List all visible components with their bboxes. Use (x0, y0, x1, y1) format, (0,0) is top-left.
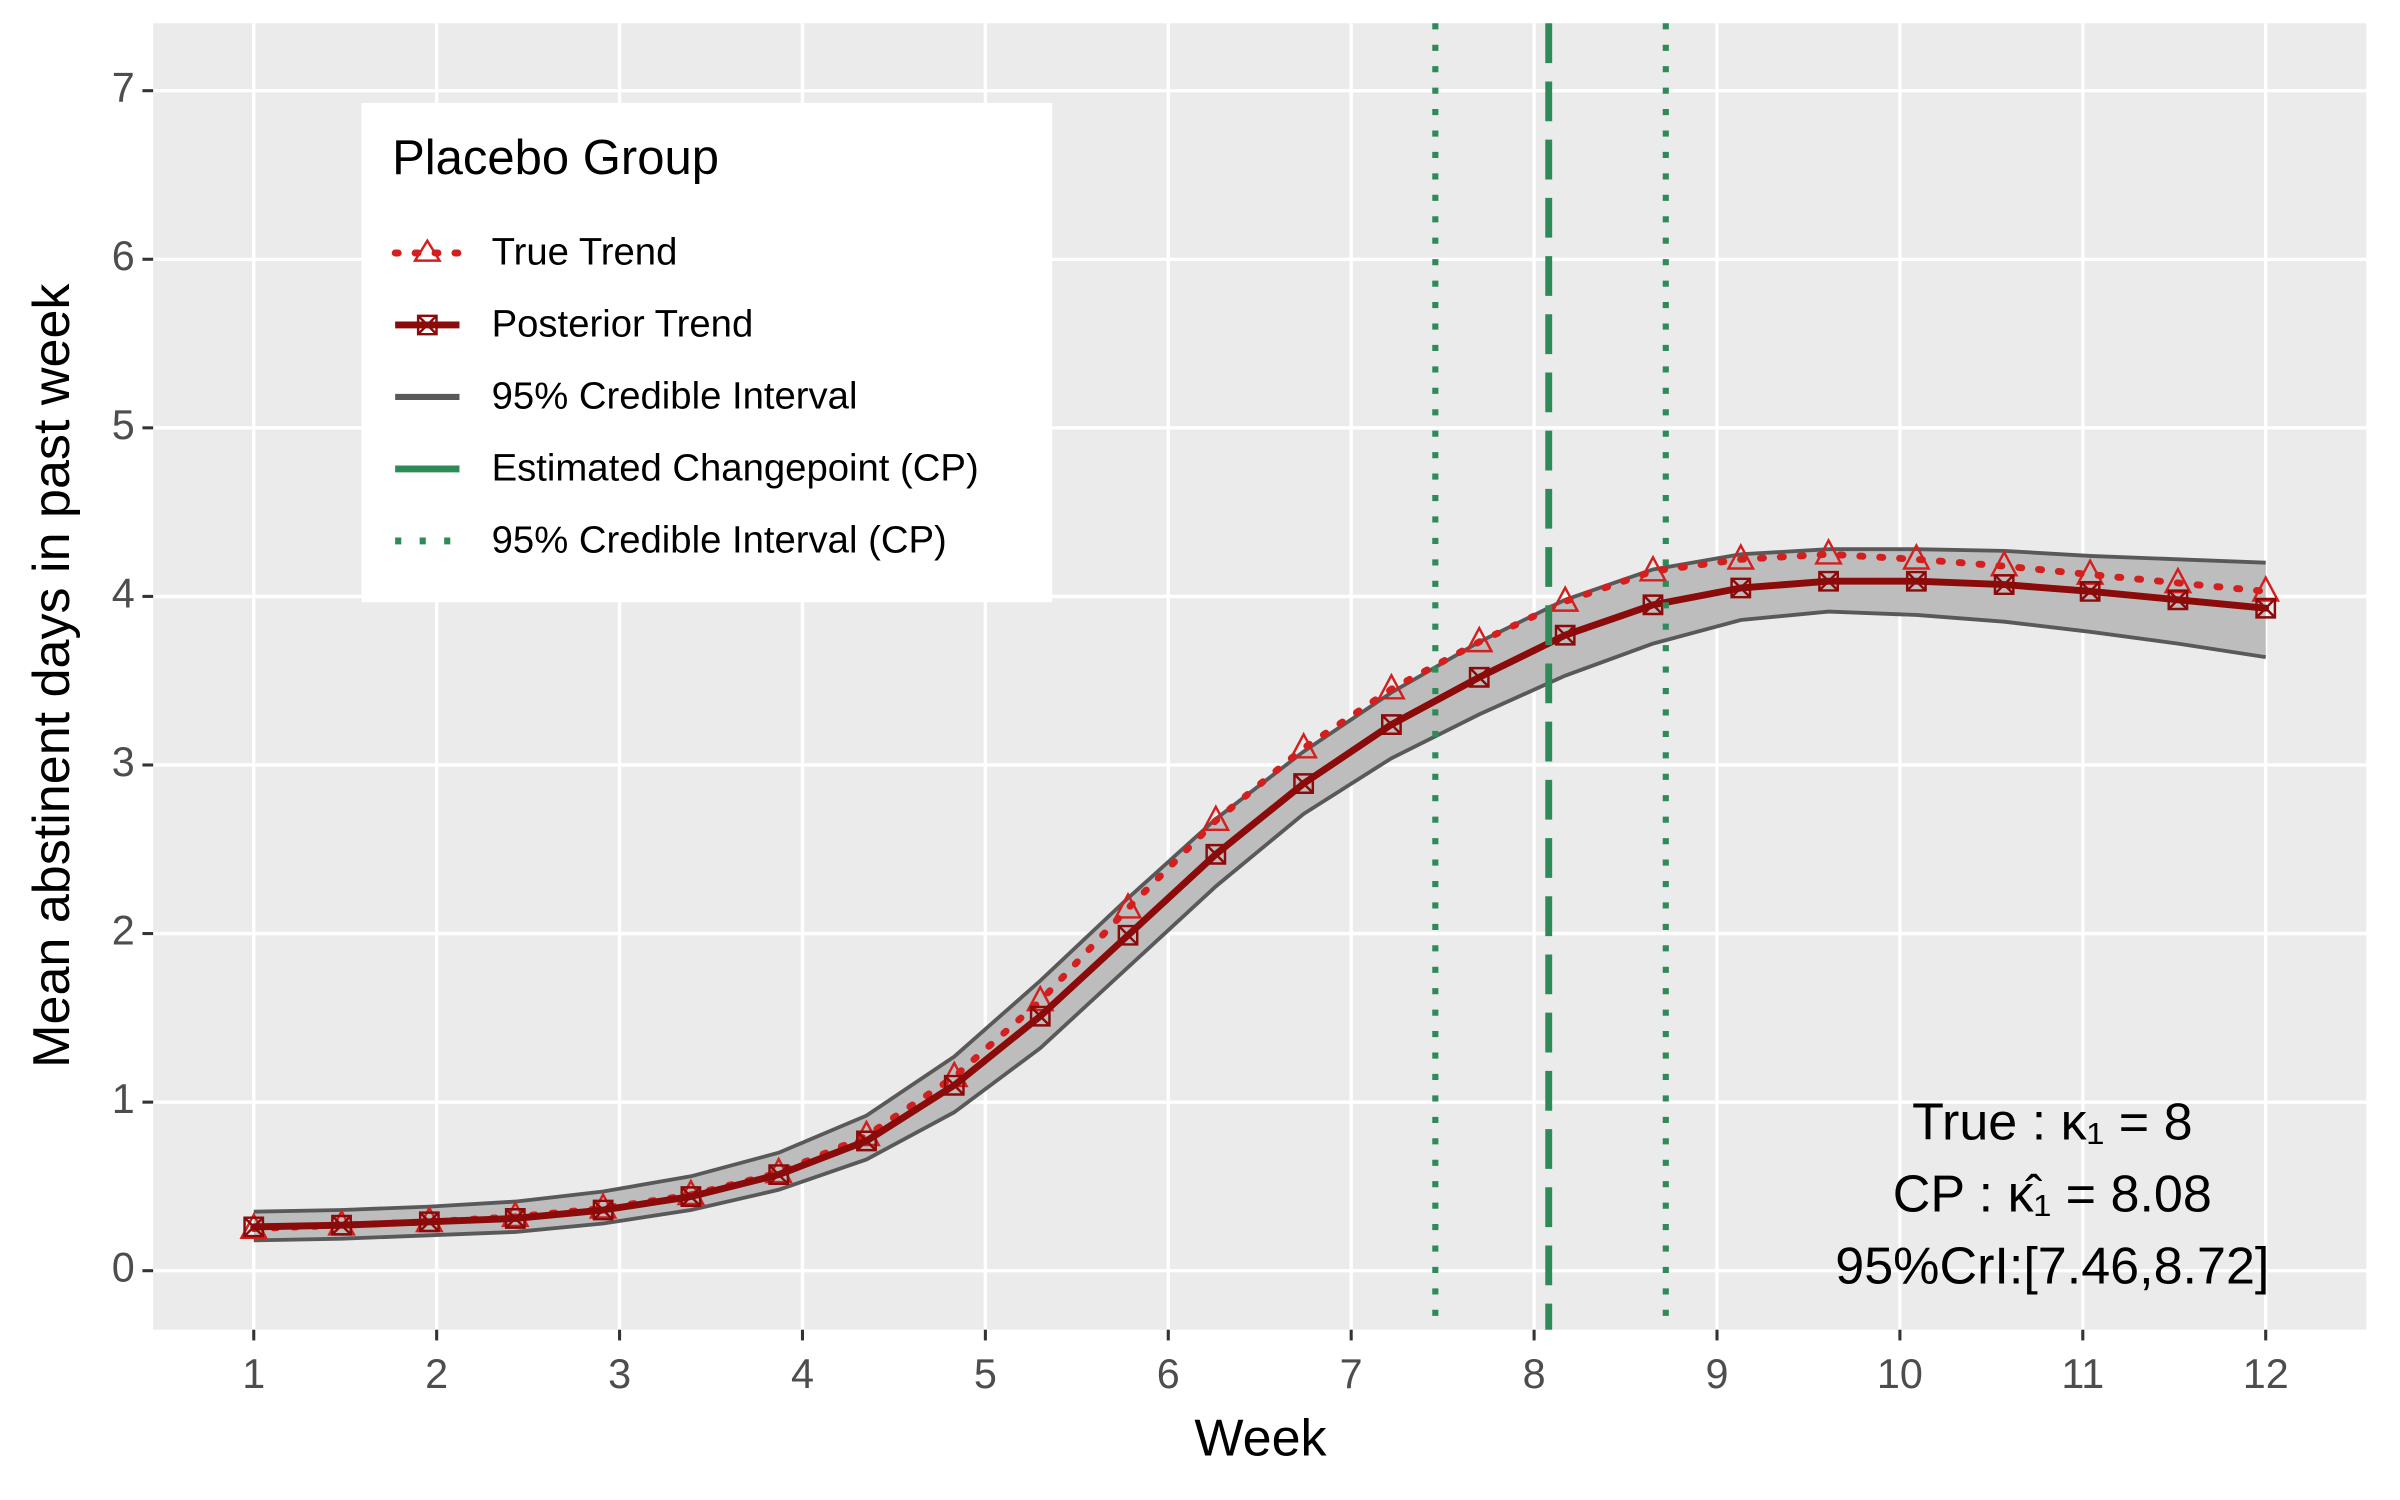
x-tick-label: 9 (1705, 1351, 1728, 1397)
x-tick-label: 3 (608, 1351, 631, 1397)
point (1381, 714, 1402, 735)
x-tick-label: 5 (974, 1351, 997, 1397)
point (1468, 666, 1490, 688)
point (418, 1211, 440, 1233)
series-line (250, 577, 2270, 1231)
y-tick-label: 7 (112, 65, 135, 111)
legend-label: 95% Credible Interval (492, 375, 858, 418)
point (1726, 542, 1756, 570)
legend-label: 95% Credible Interval (CP) (492, 519, 947, 562)
x-tick-label: 6 (1157, 1351, 1180, 1397)
credible-band (253, 549, 2266, 1241)
y-tick-label: 6 (112, 233, 135, 279)
point (2163, 566, 2193, 594)
point (1818, 570, 1839, 592)
point (1201, 804, 1231, 832)
x-tick-label: 10 (1877, 1351, 1923, 1397)
x-axis-title: Week (1194, 1409, 1327, 1467)
point (2251, 574, 2281, 602)
y-tick-label: 2 (112, 907, 135, 953)
point (1117, 924, 1139, 946)
point (1113, 891, 1143, 919)
point (1293, 773, 1315, 794)
x-tick-label: 7 (1340, 1351, 1363, 1397)
legend-key (412, 238, 442, 262)
point (1814, 537, 1843, 565)
point (2255, 597, 2277, 619)
y-tick-label: 0 (112, 1245, 135, 1291)
legend-box (361, 102, 1053, 603)
point (1550, 585, 1580, 612)
point (1993, 574, 2015, 596)
x-tick-label: 11 (2061, 1351, 2104, 1397)
point (331, 1214, 352, 1236)
grid (153, 23, 2367, 1330)
y-tick-label: 1 (112, 1076, 135, 1122)
x-tick-label: 4 (791, 1351, 814, 1397)
point (1029, 1005, 1051, 1027)
x-tick-label: 12 (2243, 1351, 2289, 1397)
credible-bound (253, 609, 2266, 1243)
legend-label: Estimated Changepoint (CP) (492, 447, 979, 490)
legend: Placebo Group True Trend Posterior Trend 9… (361, 102, 1053, 603)
point (680, 1186, 702, 1207)
legend-label: True Trend (492, 231, 678, 274)
legend-key (416, 314, 438, 336)
point (768, 1164, 790, 1186)
point (1902, 542, 1931, 570)
point (1905, 570, 1927, 592)
point (1289, 731, 1318, 759)
y-tick-label: 5 (112, 402, 135, 448)
point (1642, 594, 1664, 616)
legend-label: Posterior Trend (492, 303, 754, 346)
y-tick-label: 3 (112, 739, 135, 785)
annotation: True : κ₁ = 8 (1912, 1094, 2192, 1152)
annotation: CP : κ̂₁ = 8.08 (1893, 1166, 2212, 1224)
point (1377, 672, 1406, 700)
point (2167, 589, 2189, 611)
legend-title: Placebo Group (392, 131, 719, 185)
point (243, 1216, 265, 1238)
point (856, 1130, 877, 1152)
annotation: 95%CrI:[7.46,8.72] (1835, 1238, 2269, 1296)
x-tick-label: 1 (242, 1351, 265, 1397)
point (592, 1199, 614, 1221)
y-tick-label: 4 (112, 570, 135, 616)
point (2075, 558, 2105, 585)
y-axis-title: Mean abstinent days in past week (23, 283, 81, 1068)
point (1554, 624, 1576, 646)
point (2079, 580, 2101, 602)
point (943, 1074, 965, 1096)
point (1025, 984, 1055, 1012)
marks (239, 23, 2281, 1330)
point (1205, 843, 1227, 865)
point (1638, 554, 1668, 582)
point (504, 1208, 526, 1229)
x-tick-label: 8 (1523, 1351, 1546, 1397)
x-tick-label: 2 (425, 1351, 448, 1397)
point (1464, 625, 1494, 653)
point (1730, 577, 1752, 599)
